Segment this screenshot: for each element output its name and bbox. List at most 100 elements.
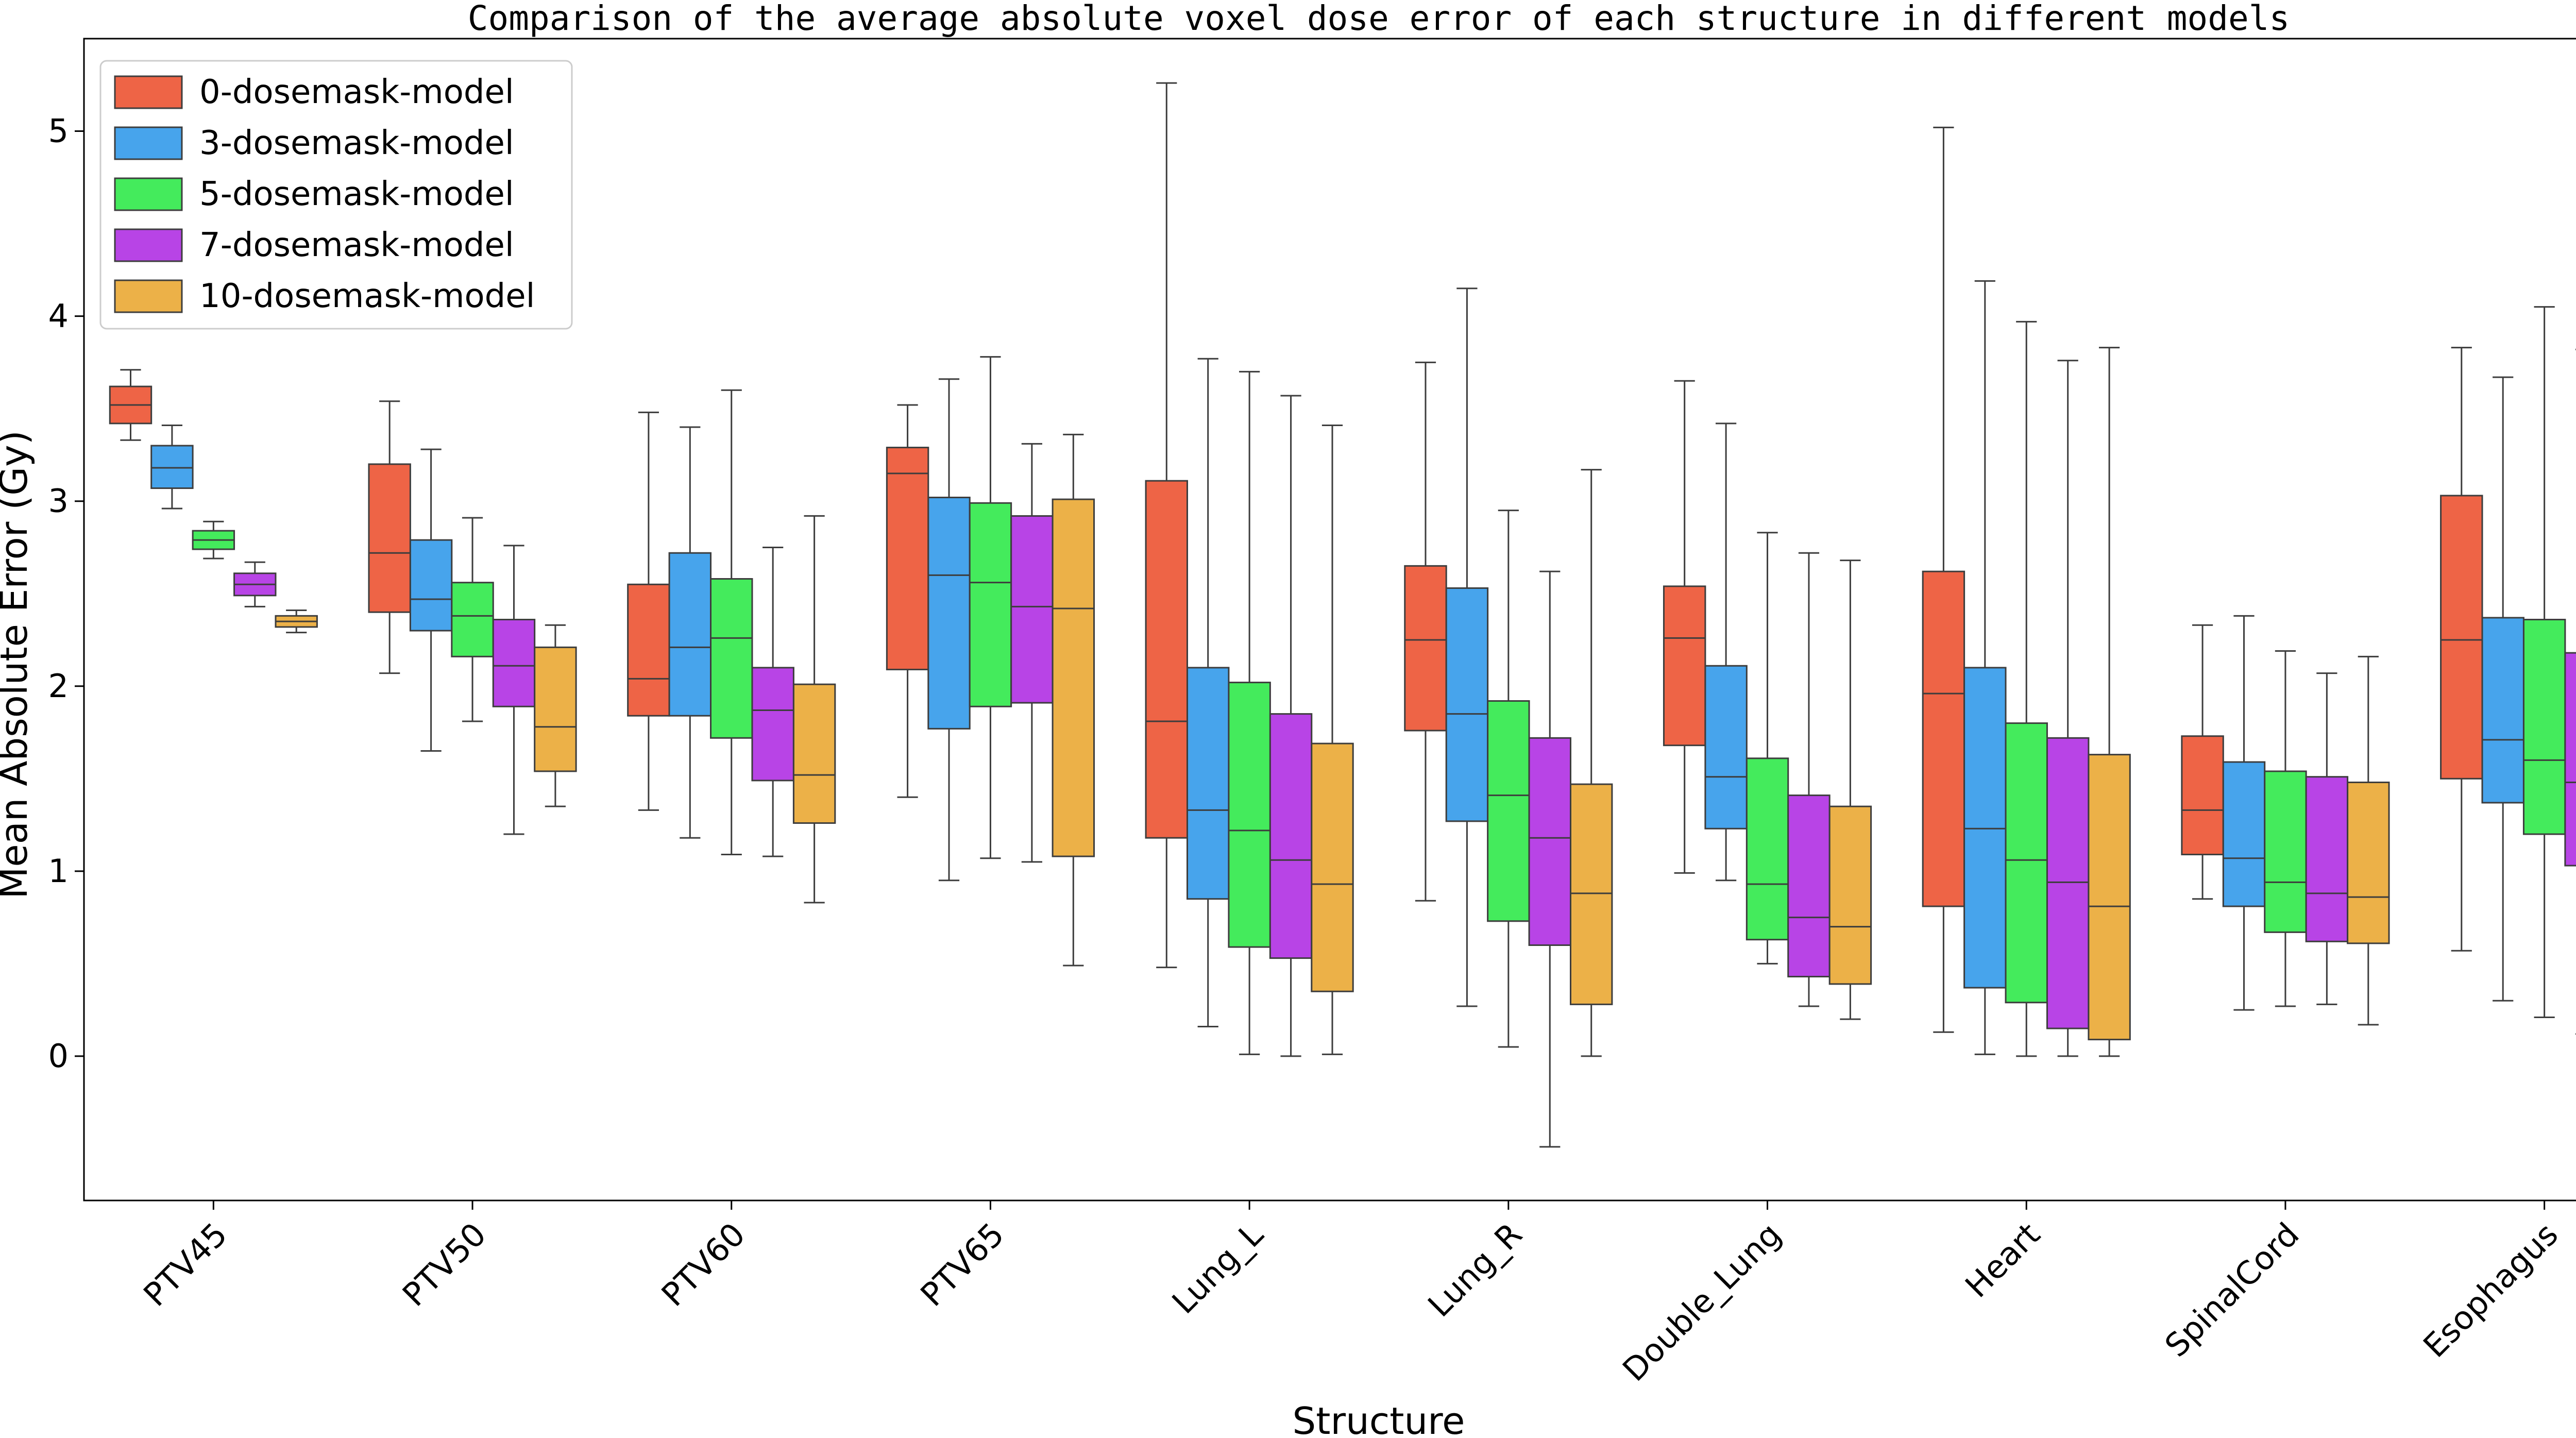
box-PTV65-0-dosemask-model [886, 404, 929, 798]
iqr-box [1922, 570, 1965, 907]
iqr-box [668, 552, 712, 717]
y-tick-label: 3 [48, 482, 69, 520]
chart-title: Comparison of the average absolute voxel… [468, 0, 2290, 38]
iqr-box [1569, 783, 1613, 1005]
iqr-box [2347, 781, 2390, 944]
box-PTV45-7-dosemask-model [233, 561, 277, 607]
iqr-box [1010, 515, 1054, 704]
box-Lung_R-5-dosemask-model [1487, 510, 1530, 1048]
box-PTV60-10-dosemask-model [792, 515, 836, 904]
box-Double_Lung-7-dosemask-model [1787, 552, 1831, 1007]
box-Lung_R-3-dosemask-model [1445, 287, 1489, 1007]
x-tick-label: PTV45 [136, 1215, 234, 1314]
legend-frame [99, 60, 573, 330]
iqr-box [969, 502, 1012, 707]
box-Double_Lung-5-dosemask-model [1745, 532, 1789, 965]
box-PTV45-10-dosemask-model [275, 610, 318, 634]
iqr-box [368, 463, 411, 613]
legend-swatch [114, 279, 183, 313]
x-tick-label: PTV50 [395, 1215, 494, 1314]
box-SpinalCord-10-dosemask-model [2347, 655, 2390, 1026]
y-tick-label: 4 [48, 297, 69, 335]
box-Heart-3-dosemask-model [1963, 280, 2007, 1055]
legend-swatch [114, 228, 183, 262]
x-tick-label: Double_Lung [1615, 1215, 1788, 1389]
iqr-box [1787, 794, 1831, 978]
iqr-box [2264, 770, 2307, 933]
iqr-box [1528, 737, 1571, 946]
y-tick-label: 1 [48, 852, 69, 890]
box-PTV60-5-dosemask-model [710, 389, 753, 856]
box-Double_Lung-0-dosemask-model [1663, 380, 1706, 874]
iqr-box [2046, 737, 2090, 1029]
box-SpinalCord-3-dosemask-model [2222, 615, 2266, 1011]
box-PTV60-7-dosemask-model [751, 546, 794, 857]
legend-entry: 0-dosemask-model [199, 73, 514, 111]
iqr-box [409, 539, 453, 632]
box-Lung_L-5-dosemask-model [1228, 370, 1271, 1055]
iqr-box [2522, 619, 2566, 835]
x-tick-label: Lung_R [1420, 1215, 1529, 1324]
iqr-box [1445, 587, 1489, 822]
box-PTV45-5-dosemask-model [192, 520, 235, 560]
box-Lung_R-0-dosemask-model [1404, 361, 1447, 902]
box-PTV65-10-dosemask-model [1052, 433, 1095, 967]
box-Double_Lung-3-dosemask-model [1704, 422, 1748, 882]
iqr-box [2181, 735, 2224, 856]
box-PTV50-7-dosemask-model [492, 545, 536, 835]
box-SpinalCord-7-dosemask-model [2305, 672, 2349, 1005]
y-tick-label: 0 [48, 1037, 69, 1075]
iqr-box [150, 445, 194, 489]
plot-frame [83, 38, 2576, 1202]
box-Esophagus-5-dosemask-model [2522, 306, 2566, 1019]
iqr-box [1745, 757, 1789, 941]
box-Heart-7-dosemask-model [2046, 360, 2090, 1057]
legend-entry: 5-dosemask-model [199, 175, 514, 213]
iqr-box [1704, 665, 1748, 830]
iqr-box [1311, 742, 1354, 992]
box-Lung_L-10-dosemask-model [1311, 424, 1354, 1055]
iqr-box [2222, 761, 2266, 907]
iqr-box [1269, 713, 1313, 959]
box-Esophagus-3-dosemask-model [2481, 376, 2524, 1002]
iqr-box [792, 683, 836, 824]
box-Heart-0-dosemask-model [1922, 126, 1965, 1033]
box-Lung_L-3-dosemask-model [1187, 358, 1230, 1027]
box-Esophagus-7-dosemask-model [2564, 348, 2576, 1035]
box-Lung_L-0-dosemask-model [1145, 82, 1189, 969]
box-Heart-10-dosemask-model [2088, 347, 2131, 1057]
box-PTV50-5-dosemask-model [451, 517, 494, 722]
y-tick-label: 5 [48, 112, 69, 150]
iqr-box [1663, 585, 1706, 747]
legend-swatch [114, 75, 183, 109]
box-PTV65-5-dosemask-model [969, 356, 1012, 859]
iqr-box [2564, 652, 2576, 867]
box-PTV45-3-dosemask-model [150, 424, 194, 510]
x-axis-label: Structure [1293, 1399, 1465, 1438]
x-tick-label: Heart [1958, 1215, 2047, 1305]
box-PTV50-10-dosemask-model [534, 624, 577, 807]
iqr-box [1187, 667, 1230, 900]
iqr-box [886, 447, 929, 670]
x-tick-label: PTV65 [913, 1215, 1011, 1314]
iqr-box [534, 646, 577, 772]
box-PTV50-0-dosemask-model [368, 400, 411, 674]
plot-area: 0 1 2 3 4 5 PTV45 PTV50 PTV60 PTV65 Lung_L Lung_R Do… [48, 38, 2576, 1389]
box-SpinalCord-0-dosemask-model [2181, 624, 2224, 900]
iqr-box [751, 667, 794, 782]
x-tick-label: Esophagus [2416, 1215, 2565, 1365]
iqr-box [1228, 682, 1271, 948]
x-tick-label: SpinalCord [2158, 1215, 2307, 1364]
legend-swatch [114, 126, 183, 160]
x-tick-label: PTV60 [654, 1215, 753, 1314]
iqr-box [627, 583, 670, 717]
iqr-box [2005, 722, 2048, 1004]
iqr-box [710, 578, 753, 739]
iqr-box [451, 582, 494, 657]
iqr-box [1404, 565, 1447, 732]
box-Lung_R-10-dosemask-model [1569, 469, 1613, 1057]
iqr-box [1487, 700, 1530, 922]
box-SpinalCord-5-dosemask-model [2264, 650, 2307, 1007]
box-PTV60-0-dosemask-model [627, 411, 670, 811]
